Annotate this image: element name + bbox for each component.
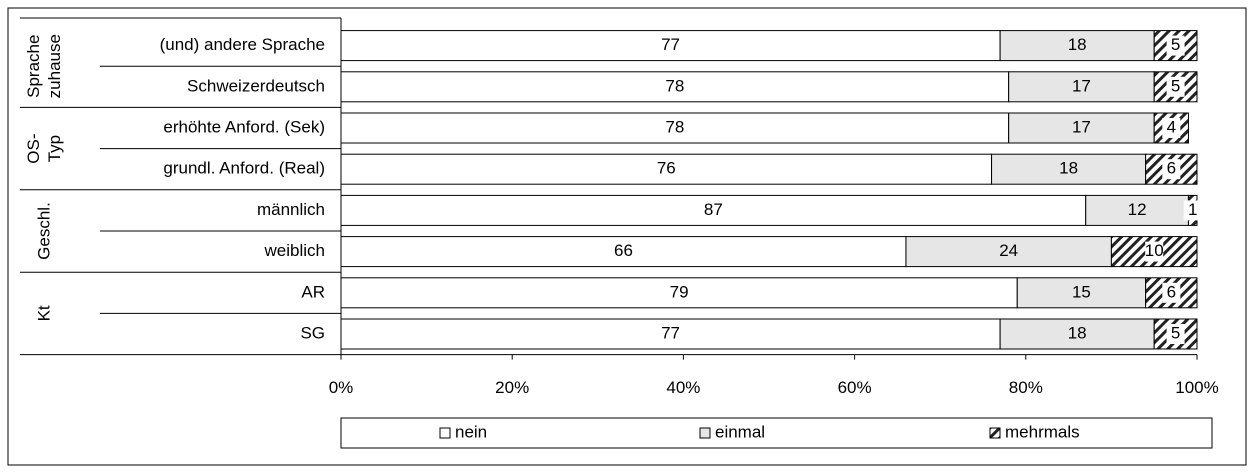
- legend-label: einmal: [715, 422, 765, 441]
- x-tick-label: 40%: [666, 378, 700, 397]
- value-label: 24: [999, 241, 1018, 260]
- bar-segment: [340, 112, 1010, 144]
- value-label: 77: [661, 35, 680, 54]
- value-label: 12: [1128, 200, 1147, 219]
- category-label: erhöhte Anford. (Sek): [163, 117, 325, 136]
- value-label: 5: [1171, 323, 1180, 342]
- x-tick-label: 60%: [838, 378, 872, 397]
- x-tick-label: 0%: [329, 378, 354, 397]
- x-tick-label: 100%: [1175, 378, 1218, 397]
- value-label-bg: [1145, 241, 1164, 262]
- value-label: 18: [1059, 159, 1078, 178]
- value-label: 6: [1167, 159, 1176, 178]
- value-label: 17: [1072, 117, 1091, 136]
- x-tick-label: 80%: [1009, 378, 1043, 397]
- group-label: Typ: [45, 135, 64, 162]
- category-label: SG: [300, 323, 325, 342]
- value-label: 77: [661, 323, 680, 342]
- value-label: 87: [704, 200, 723, 219]
- value-label: 15: [1072, 282, 1091, 301]
- value-label-bg: [1162, 159, 1181, 180]
- bar-segment: [1008, 71, 1155, 103]
- value-label: 10: [1145, 241, 1164, 260]
- value-label: 6: [1167, 282, 1176, 301]
- category-label: (und) andere Sprache: [160, 35, 325, 54]
- value-label: 1: [1188, 200, 1197, 219]
- legend-label: mehrmals: [1005, 422, 1080, 441]
- legend-swatch: [439, 427, 451, 439]
- bar-segment: [340, 194, 1087, 226]
- legend-label: nein: [455, 422, 487, 441]
- bar-segment: [1016, 277, 1147, 309]
- bar-segment: [340, 153, 993, 185]
- legend-swatch: [699, 427, 711, 439]
- category-label: männlich: [257, 200, 325, 219]
- value-label-bg: [1166, 324, 1185, 344]
- value-label: 79: [670, 282, 689, 301]
- category-label: grundl. Anford. (Real): [163, 159, 325, 178]
- value-label-bg: [1166, 76, 1185, 97]
- value-label-bg: [1162, 118, 1181, 138]
- group-label: Sprache: [24, 35, 43, 98]
- bar-segment: [340, 318, 1001, 350]
- value-label-bg: [1183, 200, 1202, 221]
- value-label: 78: [665, 76, 684, 95]
- legend-box: [340, 417, 1213, 449]
- value-label: 18: [1068, 323, 1087, 342]
- bar-segment: [340, 277, 1018, 309]
- value-label: 18: [1068, 35, 1087, 54]
- group-label: OS-: [24, 133, 43, 163]
- value-label: 5: [1171, 35, 1180, 54]
- value-label: 66: [614, 241, 633, 260]
- category-label: AR: [301, 282, 325, 301]
- value-label: 17: [1072, 76, 1091, 95]
- category-label: weiblich: [264, 241, 325, 260]
- bar-segment: [1085, 194, 1189, 226]
- bar-segment: [999, 318, 1155, 350]
- bar-segment: [340, 71, 1010, 103]
- bar-segment: [999, 30, 1155, 62]
- legend-swatch: [989, 427, 1001, 439]
- x-tick-label: 20%: [495, 378, 529, 397]
- group-label: Kt: [34, 305, 53, 321]
- group-label: zuhause: [45, 34, 64, 98]
- value-label: 4: [1167, 117, 1176, 136]
- group-label: Geschl.: [34, 202, 53, 260]
- value-label-bg: [1162, 282, 1181, 303]
- value-label: 78: [665, 117, 684, 136]
- bar-segment: [991, 153, 1147, 185]
- value-label: 5: [1171, 76, 1180, 95]
- category-label: Schweizerdeutsch: [187, 76, 325, 95]
- value-label-bg: [1166, 35, 1185, 56]
- value-label: 76: [657, 159, 676, 178]
